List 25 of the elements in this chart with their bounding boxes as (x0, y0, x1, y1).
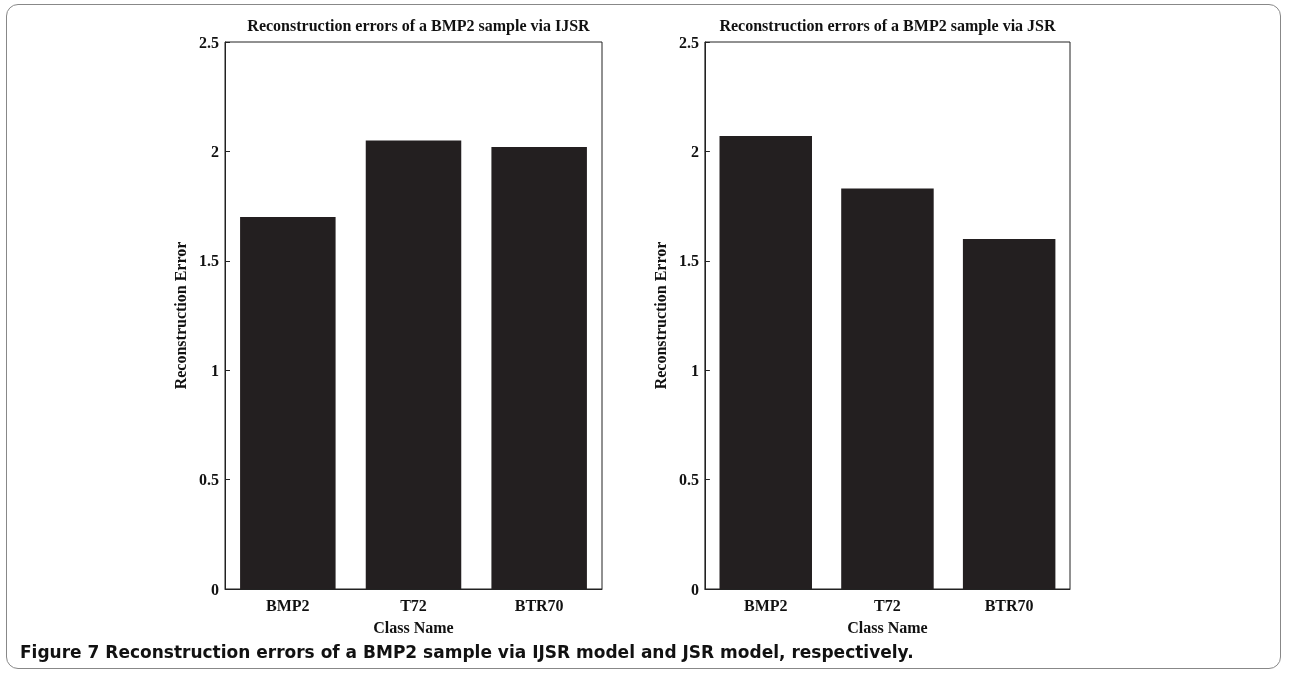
y-axis-title: Reconstruction Error (651, 241, 669, 390)
y-tick-label: 1 (211, 361, 219, 379)
caption: Figure 7 Reconstruction errors of a BMP2 sample via IJSR model and JSR model, respectively. (20, 642, 915, 662)
y-tick-label: 2.5 (199, 33, 219, 51)
y-tick-label: 2.5 (678, 33, 699, 51)
x-tick-label: BTR70 (984, 596, 1034, 614)
x-axis-title: Class Name (373, 618, 454, 636)
chart-title: Reconstruction errors of a BMP2 sample via IJSR (247, 16, 591, 35)
y-tick-label: 1.5 (678, 252, 699, 270)
y-tick-label: 0 (211, 580, 219, 598)
x-tick-label: BTR70 (514, 596, 564, 614)
y-tick-label: 2 (211, 142, 219, 160)
x-tick-label: T72 (400, 596, 427, 614)
x-axis-title: Class Name (847, 618, 928, 636)
chart-title: Reconstruction errors of a BMP2 sample via JSR (719, 16, 1056, 35)
x-tick-label: BMP2 (743, 596, 788, 614)
y-tick-label: 0 (690, 580, 699, 598)
x-tick-label: BMP2 (266, 596, 310, 614)
y-tick-label: 1.5 (199, 252, 219, 270)
x-tick-label: T72 (874, 596, 901, 614)
y-tick-label: 0.5 (678, 471, 699, 489)
y-tick-label: 1 (690, 361, 699, 379)
y-tick-label: 0.5 (199, 471, 219, 489)
y-tick-label: 2 (690, 142, 699, 160)
y-axis-title: Reconstruction Error (171, 241, 189, 390)
